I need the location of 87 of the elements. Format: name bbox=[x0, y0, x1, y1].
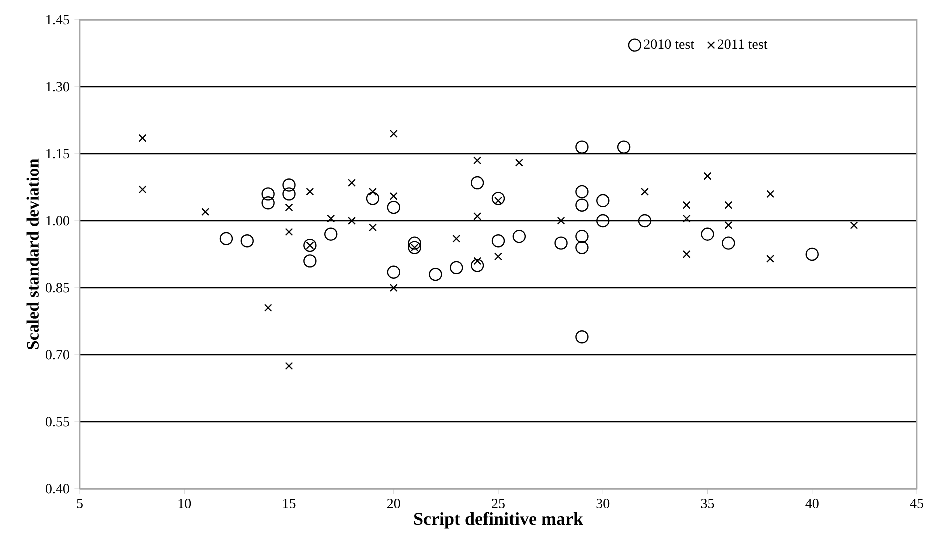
point bbox=[327, 214, 336, 223]
point bbox=[220, 232, 234, 246]
point bbox=[262, 188, 275, 201]
point bbox=[638, 214, 652, 228]
x-tick-label: 5 bbox=[77, 499, 83, 508]
point bbox=[390, 130, 398, 138]
x-tick-label: 20 bbox=[387, 499, 400, 508]
y-tick-label: 1.15 bbox=[46, 149, 70, 159]
y-axis-title: Scaled standard deviation bbox=[26, 158, 39, 350]
point bbox=[452, 234, 461, 243]
point bbox=[704, 172, 712, 180]
point bbox=[722, 236, 736, 250]
point bbox=[470, 176, 484, 190]
legend-label: 2011 test bbox=[718, 40, 768, 50]
point bbox=[306, 188, 314, 196]
point bbox=[282, 188, 296, 201]
point bbox=[429, 268, 442, 282]
point bbox=[474, 156, 482, 165]
point bbox=[596, 194, 610, 208]
y-tick-label: 0.70 bbox=[46, 350, 70, 360]
point bbox=[557, 217, 566, 225]
point bbox=[554, 236, 568, 250]
point bbox=[285, 362, 294, 370]
point bbox=[240, 234, 254, 248]
legend-label: 2010 test bbox=[644, 40, 694, 50]
point bbox=[766, 190, 775, 198]
point bbox=[576, 198, 589, 212]
x-axis-title: Script definitive mark bbox=[414, 512, 584, 529]
point bbox=[492, 192, 506, 206]
point bbox=[576, 185, 589, 199]
x-tick-label: 15 bbox=[283, 499, 296, 508]
point bbox=[366, 192, 380, 206]
point bbox=[408, 241, 422, 254]
point bbox=[724, 221, 733, 230]
point bbox=[390, 284, 398, 292]
y-tick-label: 1.00 bbox=[46, 216, 70, 226]
point bbox=[494, 252, 502, 261]
point bbox=[682, 250, 691, 258]
y-tick-label: 1.45 bbox=[46, 15, 70, 25]
point bbox=[348, 179, 356, 188]
x-tick-label: 35 bbox=[701, 499, 714, 508]
point bbox=[512, 230, 526, 244]
point bbox=[387, 200, 400, 214]
point bbox=[304, 254, 317, 268]
x-tick-label: 40 bbox=[806, 499, 819, 508]
point bbox=[285, 204, 294, 212]
point bbox=[617, 140, 631, 154]
point bbox=[450, 261, 464, 274]
point bbox=[408, 236, 422, 250]
point bbox=[850, 221, 858, 230]
x-tick-label: 25 bbox=[492, 499, 505, 508]
point bbox=[806, 248, 819, 262]
point bbox=[576, 330, 589, 344]
point bbox=[576, 140, 589, 154]
point bbox=[596, 214, 610, 228]
point bbox=[202, 208, 210, 216]
point bbox=[387, 266, 400, 279]
x-tick-label: 30 bbox=[596, 499, 610, 508]
point bbox=[576, 241, 589, 254]
x-tick-label: 45 bbox=[910, 499, 924, 508]
x-tick-label: 10 bbox=[178, 499, 192, 508]
point bbox=[474, 212, 482, 221]
point bbox=[576, 230, 589, 244]
y-tick-label: 0.55 bbox=[46, 417, 70, 427]
point bbox=[324, 228, 338, 241]
point bbox=[368, 224, 377, 232]
y-tick-label: 0.40 bbox=[46, 484, 70, 494]
point bbox=[682, 201, 691, 210]
point bbox=[390, 192, 398, 200]
point bbox=[701, 228, 714, 241]
point bbox=[264, 304, 272, 312]
point bbox=[285, 228, 294, 236]
point bbox=[515, 158, 524, 167]
point bbox=[368, 188, 377, 196]
point bbox=[138, 134, 147, 142]
point bbox=[682, 214, 691, 223]
y-tick-label: 0.85 bbox=[46, 283, 70, 293]
point bbox=[724, 201, 733, 210]
y-tick-label: 1.30 bbox=[46, 82, 70, 92]
point bbox=[282, 178, 296, 192]
point bbox=[640, 188, 649, 196]
point bbox=[138, 186, 147, 194]
point bbox=[348, 217, 356, 225]
point bbox=[262, 196, 275, 210]
point bbox=[470, 259, 484, 272]
point bbox=[766, 254, 775, 263]
point bbox=[492, 234, 506, 248]
